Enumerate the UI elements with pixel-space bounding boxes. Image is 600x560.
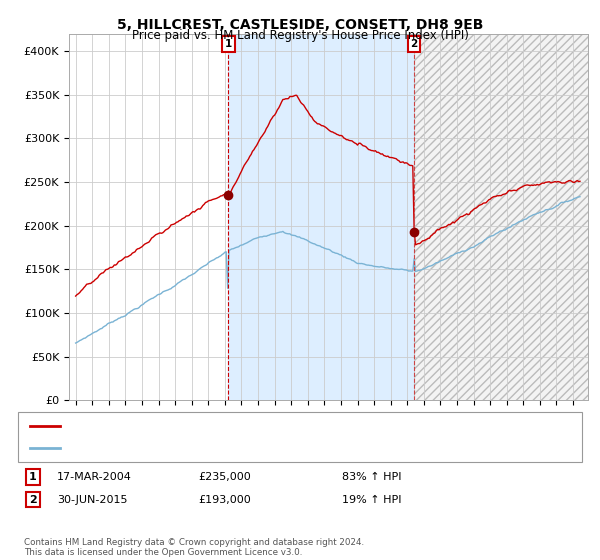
Text: £193,000: £193,000 xyxy=(198,494,251,505)
Text: 19% ↑ HPI: 19% ↑ HPI xyxy=(342,494,401,505)
Text: 2: 2 xyxy=(29,494,37,505)
Text: 5, HILLCREST, CASTLESIDE, CONSETT, DH8 9EB (detached house): 5, HILLCREST, CASTLESIDE, CONSETT, DH8 9… xyxy=(69,421,412,431)
Text: 1: 1 xyxy=(224,39,232,49)
Bar xyxy=(414,34,588,400)
Text: £235,000: £235,000 xyxy=(198,472,251,482)
Text: 30-JUN-2015: 30-JUN-2015 xyxy=(57,494,128,505)
Text: Contains HM Land Registry data © Crown copyright and database right 2024.
This d: Contains HM Land Registry data © Crown c… xyxy=(24,538,364,557)
Text: 17-MAR-2004: 17-MAR-2004 xyxy=(57,472,132,482)
Text: Price paid vs. HM Land Registry's House Price Index (HPI): Price paid vs. HM Land Registry's House … xyxy=(131,29,469,42)
Text: 1: 1 xyxy=(29,472,37,482)
Bar xyxy=(229,34,414,400)
Text: HPI: Average price, detached house, County Durham: HPI: Average price, detached house, Coun… xyxy=(69,443,344,453)
Bar xyxy=(414,34,588,400)
Text: 2: 2 xyxy=(410,39,418,49)
Text: 5, HILLCREST, CASTLESIDE, CONSETT, DH8 9EB: 5, HILLCREST, CASTLESIDE, CONSETT, DH8 9… xyxy=(117,18,483,32)
Text: 83% ↑ HPI: 83% ↑ HPI xyxy=(342,472,401,482)
